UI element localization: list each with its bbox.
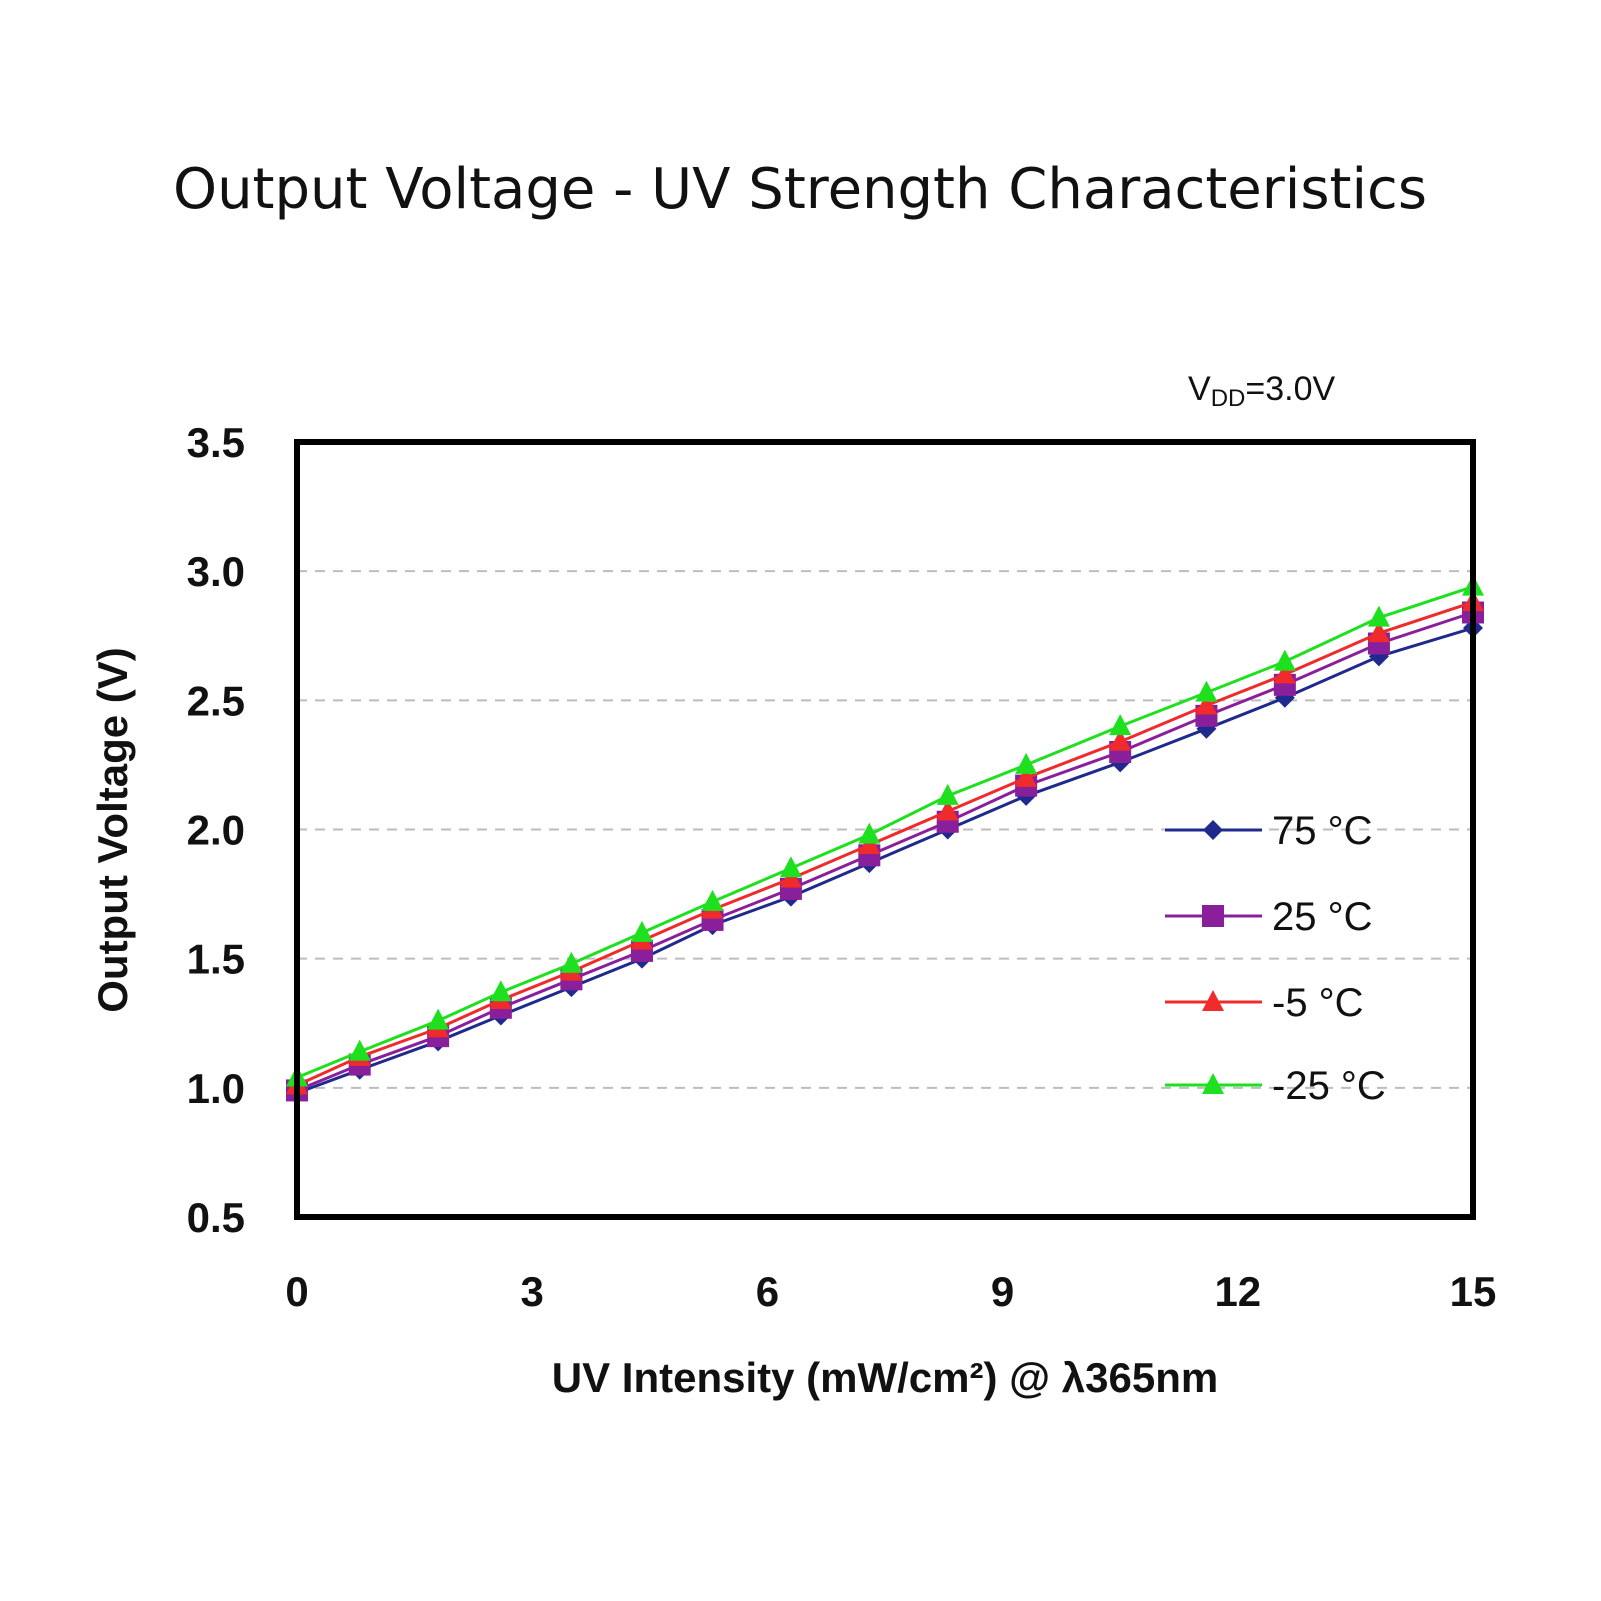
x-tick-label: 6 (756, 1268, 779, 1315)
x-axis-label: UV Intensity (mW/cm²) @ λ365nm (552, 1354, 1218, 1401)
series-4 (286, 574, 1484, 1087)
data-point (1367, 621, 1390, 643)
x-tick-label: 12 (1214, 1268, 1261, 1315)
x-tick-labels: 0 3 6 9 12 15 (285, 1268, 1496, 1315)
legend-label: 75 °C (1272, 809, 1373, 853)
series-line (296, 600, 1474, 1087)
data-point (1273, 662, 1296, 684)
data-point (1273, 649, 1296, 671)
series-line (296, 611, 1474, 1092)
data-point (936, 799, 959, 821)
y-tick-label: 1.0 (187, 1065, 245, 1112)
data-point (936, 783, 959, 805)
x-tick-label: 9 (991, 1268, 1014, 1315)
series-line (296, 626, 1474, 1095)
data-point (1015, 752, 1038, 774)
legend-label: 25 °C (1272, 895, 1373, 939)
data-point (630, 920, 653, 942)
x-tick-label: 0 (285, 1268, 308, 1315)
legend-label: -5 °C (1272, 981, 1364, 1025)
data-point (1109, 729, 1132, 751)
legend-marker (1202, 990, 1224, 1011)
data-point (779, 856, 802, 878)
y-axis-label: Output Voltage (V) (89, 647, 136, 1013)
data-point (560, 951, 583, 973)
chart-title: Output Voltage - UV Strength Characteris… (173, 157, 1427, 222)
legend-marker (1202, 1073, 1224, 1094)
y-tick-label: 3.0 (187, 548, 245, 595)
series-layer (286, 574, 1484, 1103)
legend-label: -25 °C (1272, 1064, 1386, 1108)
data-point (1015, 765, 1038, 787)
y-tick-label: 0.5 (187, 1194, 245, 1241)
data-point (348, 1039, 371, 1061)
x-tick-label: 15 (1450, 1268, 1497, 1315)
y-tick-label: 1.5 (187, 936, 245, 983)
legend: 75 °C 25 °C -5 °C -25 °C (1165, 809, 1386, 1108)
series-1 (287, 618, 1483, 1103)
series-line (296, 585, 1474, 1079)
vdd-annotation: VDD=3.0V (1188, 370, 1335, 412)
data-point (1109, 714, 1132, 736)
y-tick-label: 3.5 (187, 419, 245, 466)
data-point (1195, 680, 1218, 702)
data-point (489, 980, 512, 1002)
y-tick-label: 2.5 (187, 677, 245, 724)
plot-frame (294, 439, 1476, 1220)
y-tick-label: 2.0 (187, 807, 245, 854)
x-tick-label: 3 (521, 1268, 544, 1315)
legend-marker (1202, 905, 1224, 927)
data-point (427, 1008, 450, 1030)
data-point (1367, 605, 1390, 627)
data-point (1195, 693, 1218, 715)
y-tick-labels: 3.5 3.0 2.5 2.0 1.5 1.0 0.5 (187, 419, 245, 1241)
data-point (858, 822, 881, 844)
legend-marker (1203, 820, 1223, 840)
data-point (701, 889, 724, 911)
